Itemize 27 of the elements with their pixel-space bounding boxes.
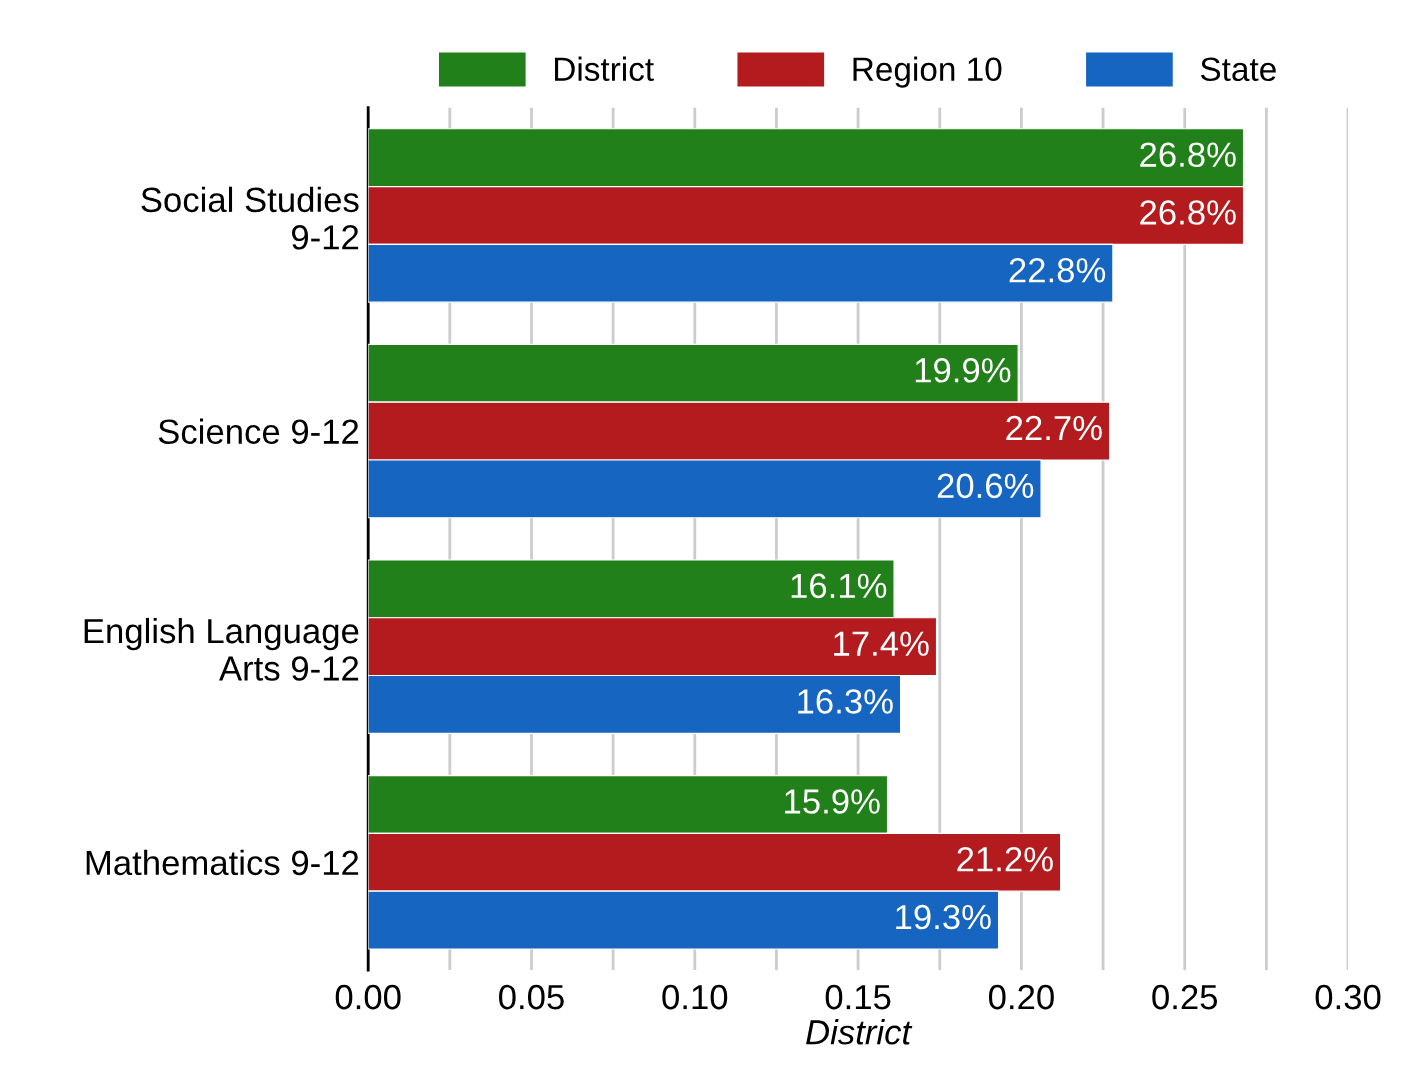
- x-tick-label: 0.25: [1152, 984, 1218, 1010]
- legend-label: District: [555, 56, 654, 82]
- legend-label: Region 10: [853, 56, 1002, 88]
- x-tick-label: 0.10: [662, 984, 728, 1010]
- data-label: 19.3%: [896, 904, 991, 930]
- y-tick-label: Science 9-12: [158, 418, 359, 444]
- data-label: 22.8%: [1009, 257, 1106, 283]
- x-tick-label: 0.15: [825, 984, 891, 1010]
- data-label: 22.7%: [1006, 415, 1102, 441]
- x-tick-label: 0.05: [499, 984, 564, 1010]
- y-tick-label: English Language Arts 9-12: [84, 617, 359, 681]
- data-label: 20.6%: [937, 473, 1034, 499]
- data-label: 16.3%: [798, 689, 893, 714]
- x-tick-label: 0.20: [988, 984, 1054, 1010]
- y-tick-label: Social Studies 9-12: [141, 186, 359, 250]
- data-label: 17.4%: [834, 631, 929, 656]
- data-label: 16.1%: [791, 573, 887, 599]
- x-tick-label: 0.30: [1315, 984, 1381, 1010]
- legend-label: State: [1200, 57, 1276, 82]
- x-tick-label: 0.00: [335, 984, 401, 1010]
- data-label: 26.8%: [1140, 200, 1236, 225]
- y-tick-label: Mathematics 9-12: [86, 849, 359, 876]
- data-label: 15.9%: [785, 789, 880, 814]
- data-label: 21.2%: [957, 846, 1053, 872]
- data-label: 19.9%: [915, 358, 1011, 383]
- data-label: 26.8%: [1140, 142, 1236, 168]
- x-axis-title: District: [806, 1019, 913, 1045]
